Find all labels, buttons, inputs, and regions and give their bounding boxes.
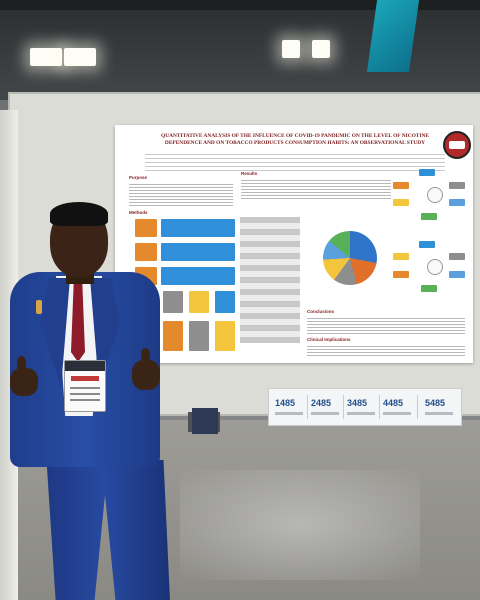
section-conclusions: Conclusions xyxy=(307,309,335,314)
poster-title: QUANTITATIVE ANALYSIS OF THE INFLUENCE O… xyxy=(161,133,429,147)
lapel-pin xyxy=(36,300,42,314)
diagram-node xyxy=(393,199,409,206)
visitor-legs xyxy=(192,408,218,434)
section-results: Results xyxy=(241,171,258,176)
diagram-node xyxy=(449,253,465,260)
diagram-node xyxy=(393,271,409,278)
diagram-node xyxy=(449,271,465,278)
presenter-hair xyxy=(50,202,108,226)
section-purpose: Purpose xyxy=(129,175,148,180)
booth-number: 4485 xyxy=(383,398,404,408)
ceiling-beam xyxy=(0,0,480,10)
booth-number: 1485 xyxy=(275,398,296,408)
implications-text xyxy=(307,344,465,356)
diagram-node xyxy=(419,169,435,176)
fist-left xyxy=(10,368,38,396)
booth-number: 3485 xyxy=(347,398,368,408)
results-pie-chart xyxy=(323,231,377,285)
presenter-tie xyxy=(71,280,85,362)
section-implications: Clinical Implications xyxy=(307,337,351,342)
fist-right xyxy=(132,360,160,390)
methods-box xyxy=(215,291,235,313)
thumbs-up-left xyxy=(17,356,26,372)
diagram-hub xyxy=(427,259,443,275)
methods-box xyxy=(161,243,235,261)
poster-authors xyxy=(145,151,445,173)
name-badge xyxy=(64,360,106,412)
methods-box xyxy=(189,321,209,351)
booth-number: 5485 xyxy=(425,398,446,408)
purpose-text xyxy=(129,182,233,208)
results-text xyxy=(241,178,391,200)
diagram-node xyxy=(449,182,465,189)
conclusions-text xyxy=(307,316,465,334)
thumbs-up-right xyxy=(141,348,150,364)
ceiling-light xyxy=(282,40,300,58)
ceiling-light xyxy=(64,48,96,66)
methods-box xyxy=(135,219,157,237)
diagram-hub xyxy=(427,187,443,203)
methods-box xyxy=(215,321,235,351)
diagram-node xyxy=(421,285,437,292)
diagram-node xyxy=(421,213,437,220)
ceiling-light xyxy=(30,48,62,66)
methods-box xyxy=(161,267,235,285)
university-logo xyxy=(443,131,471,159)
presenter-trousers xyxy=(46,460,170,600)
diagram-node xyxy=(393,182,409,189)
diagram-node xyxy=(449,199,465,206)
booth-number: 2485 xyxy=(311,398,332,408)
diagram-node xyxy=(393,253,409,260)
floor-reflection xyxy=(180,470,420,580)
ceiling-light xyxy=(312,40,330,58)
booth-number-sign: 1485 2485 3485 4485 5485 xyxy=(268,388,462,426)
methods-box xyxy=(161,219,235,237)
diagram-node xyxy=(419,241,435,248)
section-methods: Methods xyxy=(129,210,148,215)
poster-board-side xyxy=(0,110,18,600)
methods-box xyxy=(189,291,209,313)
methods-box xyxy=(135,243,157,261)
methods-box xyxy=(163,291,183,313)
results-table xyxy=(240,217,300,343)
methods-box xyxy=(163,321,183,351)
